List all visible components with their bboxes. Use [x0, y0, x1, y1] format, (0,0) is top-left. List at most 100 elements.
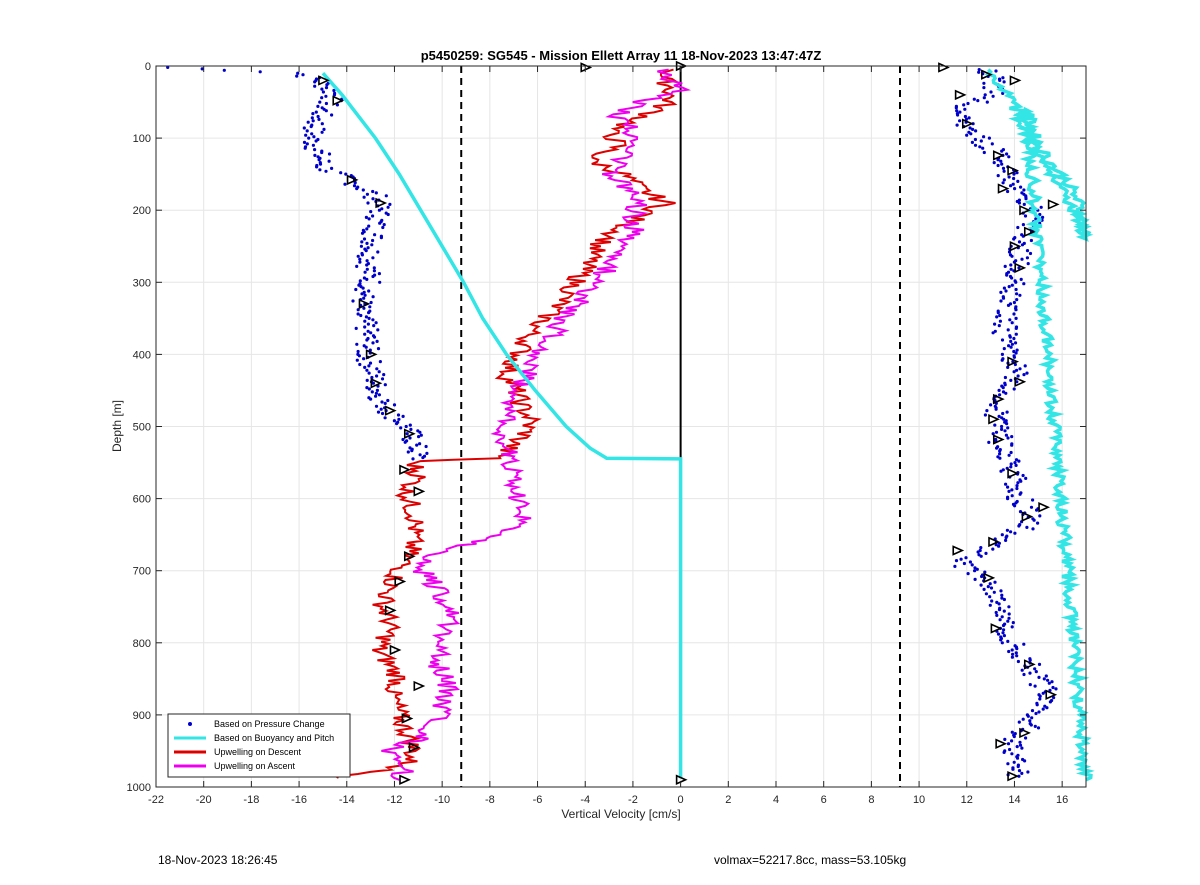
pressure-dot-ascent: [1021, 473, 1025, 478]
y-tick-label: 100: [133, 133, 151, 145]
pressure-dot-ascent: [1000, 338, 1005, 342]
pressure-dot-ascent: [1003, 264, 1007, 268]
pressure-dot-descent: [320, 150, 324, 155]
pressure-dot-descent: [222, 68, 226, 72]
pressure-dot-ascent: [1023, 364, 1027, 368]
pressure-dot-ascent: [982, 150, 986, 155]
pressure-dot-descent: [365, 192, 369, 196]
pressure-dot-descent: [364, 345, 368, 349]
pressure-dot-ascent: [1011, 182, 1015, 186]
pressure-dot-descent: [371, 189, 375, 194]
pressure-dot-ascent: [998, 452, 1002, 456]
pressure-dot-ascent: [1016, 763, 1021, 767]
triangle-marker: [983, 572, 996, 584]
pressure-dot-descent: [318, 100, 322, 104]
pressure-dot-ascent: [991, 432, 995, 436]
pressure-dot-descent: [358, 362, 362, 367]
pressure-dot-ascent: [983, 413, 988, 417]
pressure-dot-descent: [406, 450, 410, 454]
pressure-dot-ascent: [1016, 481, 1020, 485]
pressure-dot-descent: [365, 263, 369, 267]
pressure-dot-ascent: [1034, 711, 1038, 716]
pressure-dot-ascent: [984, 551, 988, 556]
pressure-dot-ascent: [1007, 616, 1011, 620]
pressure-dot-ascent: [1002, 634, 1007, 638]
pressure-dot-descent: [364, 249, 368, 253]
pressure-dot-descent: [365, 368, 369, 372]
pressure-dot-ascent: [982, 86, 986, 90]
pressure-dot-ascent: [985, 100, 989, 104]
pressure-dot-ascent: [1005, 528, 1010, 532]
pressure-dot-ascent: [998, 606, 1002, 610]
pressure-dot-ascent: [1012, 349, 1016, 354]
triangle-markers: [318, 60, 1060, 786]
pressure-dot-descent: [365, 378, 369, 382]
pressure-dot-descent: [366, 201, 370, 205]
pressure-dot-descent: [415, 443, 419, 447]
pressure-dot-ascent: [962, 561, 967, 566]
x-tick-label: -16: [291, 794, 307, 806]
pressure-dot-ascent: [1020, 668, 1024, 672]
pressure-dot-ascent: [1007, 489, 1011, 493]
triangle-marker: [1014, 262, 1027, 274]
pressure-dot-ascent: [1009, 530, 1013, 534]
pressure-dot-ascent: [1020, 257, 1024, 261]
pressure-dot-descent: [367, 371, 371, 375]
pressure-dot-ascent: [1028, 251, 1033, 256]
pressure-dot-ascent: [986, 585, 990, 589]
pressure-dot-ascent: [997, 77, 1002, 81]
pressure-dot-ascent: [1038, 514, 1042, 518]
pressure-dot-ascent: [1021, 717, 1025, 721]
pressure-dot-ascent: [973, 143, 978, 147]
pressure-dot-ascent: [954, 104, 959, 108]
pressure-dot-descent: [384, 194, 388, 198]
pressure-dot-descent: [371, 381, 375, 385]
triangle-marker: [961, 118, 974, 129]
pressure-dot-ascent: [996, 174, 1000, 178]
pressure-dot-ascent: [999, 159, 1003, 163]
pressure-dot-descent: [369, 300, 373, 305]
pressure-dot-ascent: [1010, 655, 1015, 659]
triangle-marker: [1009, 75, 1022, 86]
x-tick-label: 0: [678, 794, 684, 806]
pressure-dot-descent: [320, 96, 324, 100]
pressure-dot-descent: [367, 364, 371, 368]
pressure-dot-ascent: [1046, 678, 1050, 682]
pressure-dot-ascent: [1007, 612, 1011, 616]
triangle-marker: [1014, 376, 1027, 388]
pressure-dot-descent: [324, 109, 328, 113]
pressure-dot-ascent: [997, 602, 1001, 606]
pressure-dot-ascent: [1031, 498, 1035, 502]
triangle-marker: [995, 738, 1008, 749]
pressure-dot-descent: [417, 435, 421, 439]
pressure-dot-ascent: [994, 543, 998, 547]
pressure-dot-ascent: [958, 110, 962, 114]
pressure-dot-ascent: [1001, 411, 1005, 416]
footer-timestamp: 18-Nov-2023 18:26:45: [158, 853, 278, 867]
pressure-dot-descent: [410, 449, 414, 453]
pressure-dot-ascent: [1022, 202, 1026, 206]
axis-ticks: -22 -20 -18 -16 -14 -12 -10 -8 -6 -4 -2 0 2 4 6 8 10 12 14…: [127, 61, 1086, 806]
pressure-dot-ascent: [1031, 527, 1035, 531]
pressure-dot-ascent: [1011, 766, 1015, 770]
pressure-dot-descent: [365, 241, 369, 245]
pressure-dot-ascent: [1009, 450, 1013, 455]
pressure-dot-ascent: [1012, 312, 1016, 316]
pressure-dot-ascent: [963, 107, 967, 111]
pressure-dot-ascent: [997, 544, 1001, 548]
pressure-dot-ascent: [970, 563, 974, 567]
pressure-dot-ascent: [1020, 233, 1024, 237]
triangle-marker: [988, 414, 1000, 425]
pressure-dot-ascent: [985, 409, 989, 413]
pressure-dot-ascent: [1052, 696, 1056, 700]
pressure-dot-ascent: [1016, 225, 1020, 230]
pressure-dot-descent: [313, 148, 317, 152]
triangle-marker: [988, 536, 1000, 548]
pressure-dot-ascent: [1007, 250, 1012, 254]
pressure-dot-ascent: [1018, 740, 1022, 744]
pressure-dot-descent: [306, 120, 310, 124]
x-tick-label: -10: [434, 794, 450, 806]
pressure-dot-descent: [361, 286, 365, 290]
pressure-dot-ascent: [1000, 384, 1004, 388]
pressure-dot-ascent: [993, 580, 997, 584]
